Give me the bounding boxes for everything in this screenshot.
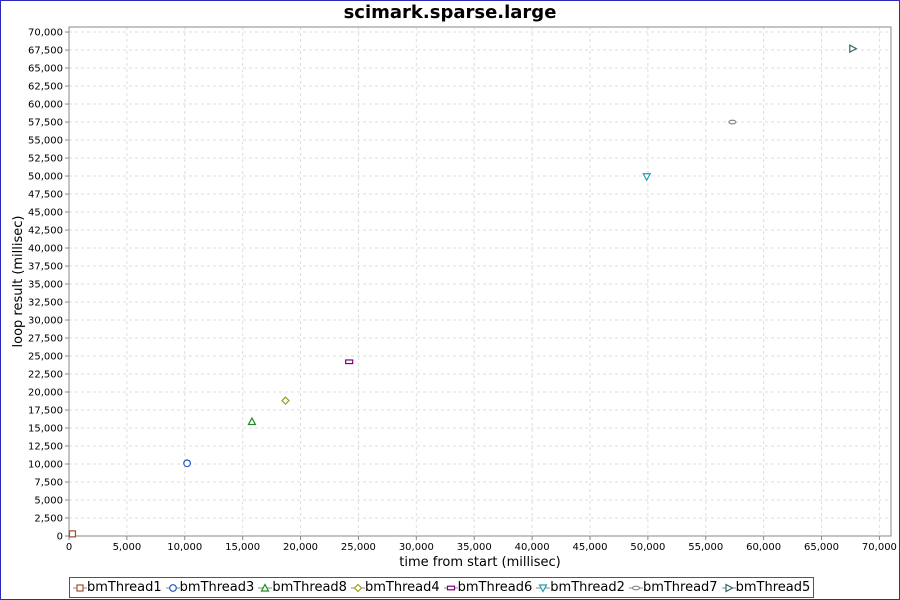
legend-marker-bmThread7: [631, 585, 641, 590]
legend-item-bmThread1: bmThread1: [73, 580, 162, 595]
legend-marker-icon: [350, 583, 365, 592]
legend-label: bmThread6: [457, 580, 533, 595]
y-axis-label: loop result (millisec): [11, 216, 26, 348]
legend-marker-bmThread2: [538, 583, 548, 593]
y-tick-label: 57,500: [28, 118, 63, 129]
legend-label: bmThread4: [364, 580, 440, 595]
legend-marker-bmThread4: [353, 583, 363, 592]
y-tick-label: 52,500: [28, 154, 63, 165]
x-tick-label: 55,000: [688, 542, 723, 553]
x-tick-label: 25,000: [341, 542, 376, 553]
x-tick-label: 50,000: [630, 542, 665, 553]
data-point-bmThread2: [642, 173, 652, 182]
y-tick-label: 17,500: [28, 406, 63, 417]
y-tick-label: 22,500: [28, 370, 63, 381]
legend: bmThread1 bmThread3 bmThread8 bmThread4 bmTh…: [69, 577, 815, 598]
data-point-bmThread4: [281, 396, 290, 405]
y-tick-label: 67,500: [28, 46, 63, 57]
data-point-bmThread8: [247, 416, 257, 426]
legend-item-bmThread4: bmThread4: [350, 580, 440, 595]
y-tick-label: 65,000: [28, 64, 63, 75]
y-tick-label: 35,000: [28, 280, 63, 291]
y-tick-label: 10,000: [28, 460, 63, 471]
data-point-bmThread6: [345, 359, 354, 365]
y-tick-label: 40,000: [28, 244, 63, 255]
y-tick-label: 70,000: [28, 28, 63, 39]
x-axis-ticks: 0 5,000 10,000 15,000 20,000 25,000 30,000 35,0…: [66, 536, 897, 553]
x-tick-label: 5,000: [113, 542, 142, 553]
legend-label: bmThread5: [735, 580, 811, 595]
legend-marker-bmThread3: [168, 583, 177, 592]
legend-label: bmThread1: [87, 580, 162, 595]
x-tick-label: 0: [66, 542, 72, 553]
y-tick-label: 45,000: [28, 208, 63, 219]
x-tick-label: 65,000: [804, 542, 839, 553]
y-tick-label: 20,000: [28, 388, 63, 399]
x-tick-label: 30,000: [399, 542, 434, 553]
data-point-bmThread1: [68, 530, 77, 538]
y-tick-label: 12,500: [28, 442, 63, 453]
y-tick-label: 5,000: [34, 496, 63, 507]
legend-marker-icon: [536, 583, 551, 593]
data-point-bmThread3: [183, 459, 191, 468]
x-axis-label: time from start (millisec): [399, 555, 560, 570]
y-tick-label: 27,500: [28, 334, 63, 345]
legend-marker-icon: [721, 582, 736, 593]
x-tick-label: 35,000: [457, 542, 492, 553]
legend-marker-bmThread1: [76, 583, 84, 592]
y-tick-label: 0: [57, 532, 63, 543]
y-tick-label: 37,500: [28, 262, 63, 273]
y-tick-label: 42,500: [28, 226, 63, 237]
legend-item-bmThread3: bmThread3: [165, 580, 255, 595]
legend-marker-bmThread8: [260, 582, 270, 592]
legend-item-bmThread6: bmThread6: [443, 580, 533, 595]
y-tick-label: 25,000: [28, 352, 63, 363]
legend-label: bmThread2: [550, 580, 625, 595]
legend-marker-bmThread5: [724, 582, 734, 593]
y-tick-label: 7,500: [34, 478, 63, 489]
y-tick-label: 15,000: [28, 424, 63, 435]
legend-marker-icon: [258, 582, 273, 592]
y-tick-label: 50,000: [28, 172, 63, 183]
x-tick-label: 20,000: [283, 542, 318, 553]
legend-label: bmThread7: [642, 580, 718, 595]
chart-title: scimark.sparse.large: [343, 2, 557, 23]
y-tick-label: 55,000: [28, 136, 63, 147]
legend-item-bmThread7: bmThread7: [628, 580, 718, 595]
y-tick-label: 2,500: [34, 514, 63, 525]
y-tick-label: 32,500: [28, 298, 63, 309]
legend-label: bmThread8: [272, 580, 347, 595]
data-point-bmThread7: [728, 119, 737, 125]
x-tick-label: 10,000: [167, 542, 202, 553]
legend-marker-bmThread6: [446, 585, 455, 590]
x-tick-label: 15,000: [225, 542, 260, 553]
y-tick-label: 47,500: [28, 190, 63, 201]
legend-item-bmThread8: bmThread8: [258, 580, 347, 595]
legend-marker-icon: [443, 585, 458, 590]
data-points: [68, 44, 858, 538]
x-tick-label: 60,000: [746, 542, 781, 553]
legend-marker-icon: [165, 583, 180, 592]
x-tick-label: 45,000: [572, 542, 607, 553]
data-point-bmThread5: [849, 44, 858, 54]
y-tick-label: 62,500: [28, 82, 63, 93]
x-tick-label: 70,000: [862, 542, 897, 553]
plot-area: [68, 26, 892, 537]
x-tick-label: 40,000: [515, 542, 550, 553]
legend-marker-icon: [628, 585, 643, 590]
legend-item-bmThread2: bmThread2: [536, 580, 625, 595]
y-tick-label: 60,000: [28, 100, 63, 111]
grid-lines: [69, 27, 891, 536]
legend-marker-icon: [73, 583, 87, 592]
y-axis-ticks: 0 2,500 5,000 7,500 10,000 12,500 15,000 17,500…: [28, 28, 69, 543]
y-tick-label: 30,000: [28, 316, 63, 327]
legend-label: bmThread3: [179, 580, 255, 595]
legend-item-bmThread5: bmThread5: [721, 580, 811, 595]
